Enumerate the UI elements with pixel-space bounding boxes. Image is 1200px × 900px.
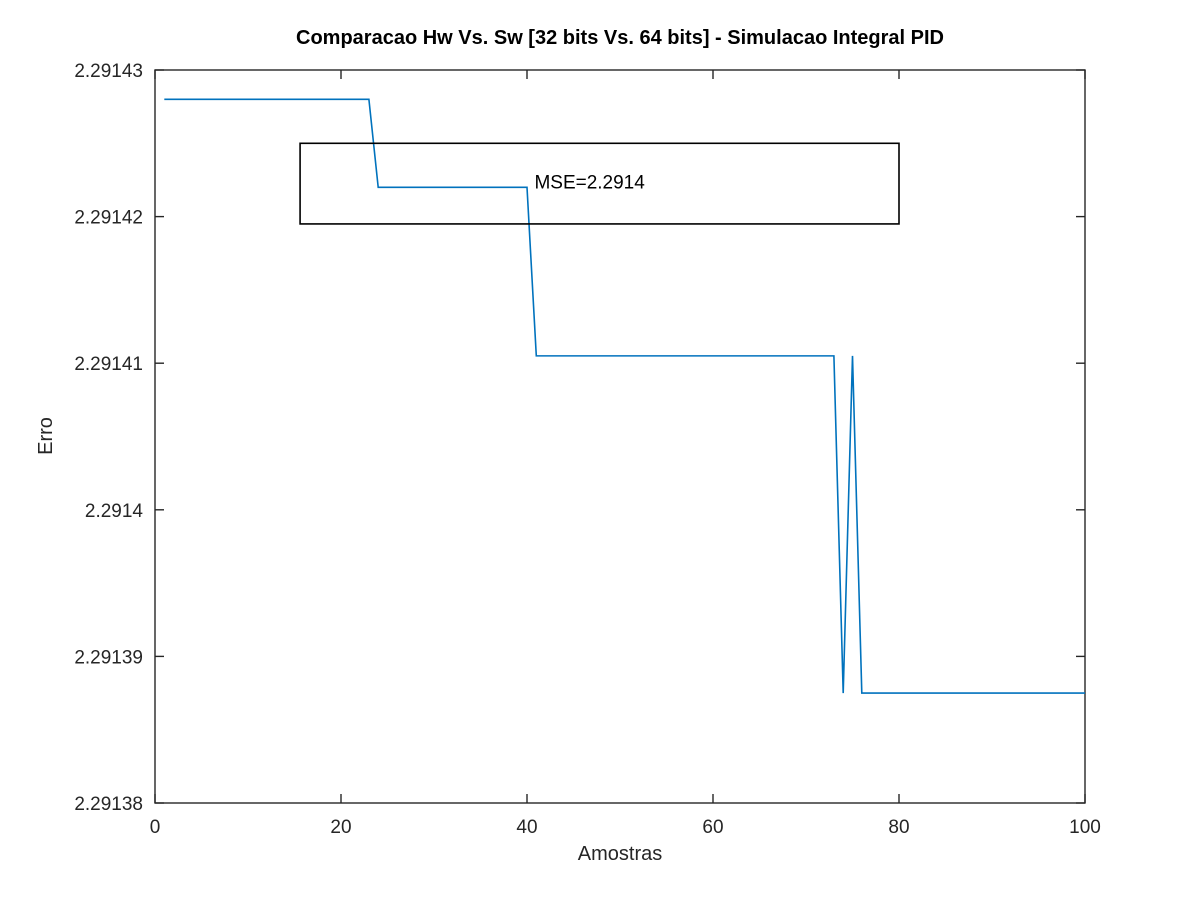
x-axis-label: Amostras [578,843,662,865]
x-tick-label: 80 [888,817,909,838]
annotation-text: MSE=2.2914 [534,173,645,194]
x-tick-label: 40 [516,817,537,838]
x-axis: 0 20 40 60 80 100 [150,70,1101,838]
y-tick-label: 2.29141 [74,354,143,375]
annotation-box [299,142,900,225]
y-tick-label: 2.29139 [74,647,143,668]
x-tick-label: 100 [1069,817,1101,838]
y-tick-label: 2.29138 [74,794,143,815]
x-tick-label: 20 [330,817,351,838]
y-axis-label: Erro [35,417,57,455]
plot-area [154,69,1086,804]
annotation-layer: MSE=2.2914 [299,142,900,225]
axes-box [154,69,1086,804]
chart-title: Comparacao Hw Vs. Sw [32 bits Vs. 64 bit… [296,27,944,49]
y-tick-label: 2.2914 [85,501,144,522]
x-tick-label: 0 [150,817,161,838]
y-tick-label: 2.29143 [74,61,143,82]
y-tick-label: 2.29142 [74,208,143,229]
x-tick-label: 60 [702,817,723,838]
y-axis: 2.29138 2.29139 2.2914 2.29141 2.29142 2.2914… [74,61,1085,815]
